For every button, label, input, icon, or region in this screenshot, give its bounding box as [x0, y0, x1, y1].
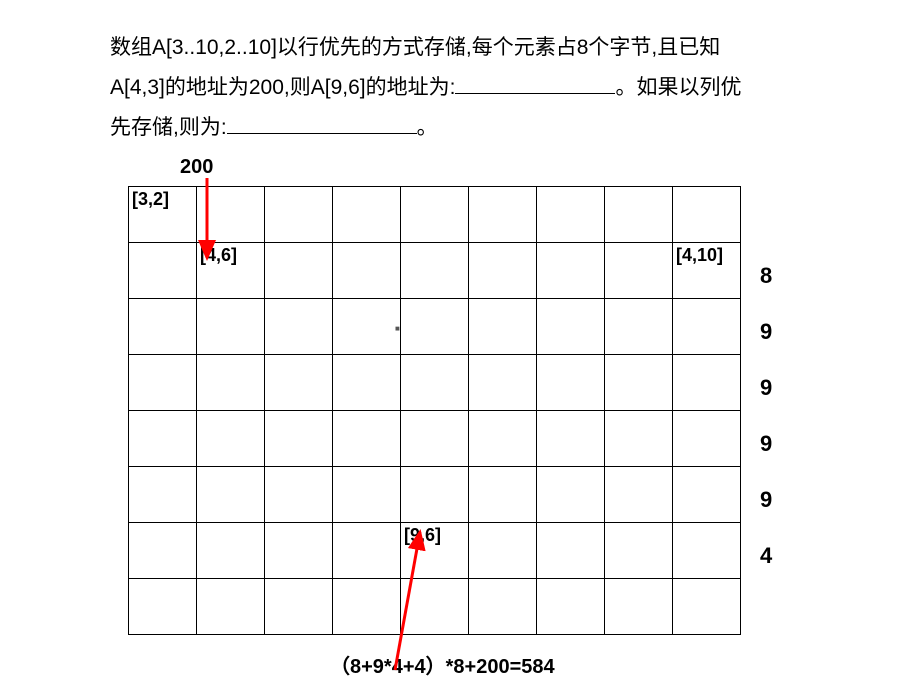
cell-label-3-2: [3,2]: [132, 189, 169, 210]
grid-cell: [537, 467, 605, 523]
grid-cell: [605, 355, 673, 411]
grid-cell: [537, 187, 605, 243]
cell-label-9-6: [9,6]: [404, 525, 441, 546]
grid-cell: [129, 355, 197, 411]
cell-label-4-6: [4,6]: [200, 245, 237, 266]
grid-cell: [333, 355, 401, 411]
row-count-value: 9: [760, 304, 772, 360]
grid-cell: [673, 467, 741, 523]
grid-cell: [265, 299, 333, 355]
label-address-200: 200: [180, 156, 213, 179]
grid-cell: [401, 243, 469, 299]
grid-cell: [265, 523, 333, 579]
grid-cell: [605, 523, 673, 579]
grid-cell: [401, 187, 469, 243]
grid-cell: [605, 243, 673, 299]
grid-cell: [129, 243, 197, 299]
grid-cell: [333, 187, 401, 243]
grid-cell: [469, 523, 537, 579]
grid-cell: [197, 467, 265, 523]
grid-cell: [333, 411, 401, 467]
grid-cell: [401, 467, 469, 523]
grid-cell: [129, 299, 197, 355]
grid-cell: [197, 187, 265, 243]
grid-cell: [673, 579, 741, 635]
grid-cell: [129, 523, 197, 579]
grid-cell: [197, 523, 265, 579]
grid-cell: [265, 579, 333, 635]
grid-cell: [129, 579, 197, 635]
center-dot: ■: [395, 324, 400, 333]
problem-statement: 数组A[3..10,2..10]以行优先的方式存储,每个元素占8个字节,且已知 …: [110, 28, 870, 148]
grid-cell: [197, 411, 265, 467]
grid-container: [3,2] [4,6] [4,10] [9,6]: [128, 186, 741, 635]
grid-cell: [333, 467, 401, 523]
row-count-value: 9: [760, 416, 772, 472]
cell-label-4-10: [4,10]: [676, 245, 723, 266]
grid-cell: [537, 579, 605, 635]
grid-cell: [197, 579, 265, 635]
grid-cell: [3,2]: [129, 187, 197, 243]
grid-cell: [197, 299, 265, 355]
grid-cell: [537, 523, 605, 579]
grid-cell: [537, 411, 605, 467]
grid-cell: [469, 243, 537, 299]
grid-cell: [401, 579, 469, 635]
grid-cell: [401, 355, 469, 411]
grid-cell: [673, 523, 741, 579]
grid-cell: [537, 299, 605, 355]
row-count-value: 9: [760, 472, 772, 528]
grid-cell: [469, 187, 537, 243]
grid-cell: [469, 411, 537, 467]
grid-cell: [469, 467, 537, 523]
row-element-counts: 899994: [760, 248, 772, 584]
grid-cell: [673, 299, 741, 355]
grid-cell: [673, 411, 741, 467]
blank-1: [455, 73, 615, 94]
grid-cell: [605, 467, 673, 523]
grid-cell: [605, 299, 673, 355]
row-count-value: 4: [760, 528, 772, 584]
grid-cell: [401, 299, 469, 355]
grid-cell: [4,6]: [197, 243, 265, 299]
grid-cell: [9,6]: [401, 523, 469, 579]
grid-cell: [605, 411, 673, 467]
grid-cell: [265, 355, 333, 411]
grid-cell: [333, 243, 401, 299]
problem-line3-prefix: 先存储,则为:: [110, 116, 227, 139]
array-grid: [3,2] [4,6] [4,10] [9,6]: [128, 186, 741, 635]
grid-cell: [265, 411, 333, 467]
grid-cell: [333, 299, 401, 355]
grid-cell: [469, 579, 537, 635]
grid-cell: [673, 355, 741, 411]
grid-cell: [265, 243, 333, 299]
grid-cell: [605, 579, 673, 635]
grid-cell: [469, 299, 537, 355]
grid-cell: [673, 187, 741, 243]
grid-cell: [4,10]: [673, 243, 741, 299]
row-count-value: 8: [760, 248, 772, 304]
grid-cell: [605, 187, 673, 243]
problem-line2-prefix: A[4,3]的地址为200,则A[9,6]的地址为:: [110, 76, 455, 99]
grid-cell: [197, 355, 265, 411]
grid-cell: [265, 187, 333, 243]
calculation-formula: （8+9*4+4）*8+200=584: [330, 650, 555, 679]
grid-cell: [333, 579, 401, 635]
row-count-value: 9: [760, 360, 772, 416]
grid-cell: [265, 467, 333, 523]
grid-cell: [469, 355, 537, 411]
grid-cell: [537, 355, 605, 411]
problem-line1: 数组A[3..10,2..10]以行优先的方式存储,每个元素占8个字节,且已知: [110, 36, 720, 59]
grid-cell: [537, 243, 605, 299]
grid-cell: [333, 523, 401, 579]
grid-cell: [401, 411, 469, 467]
problem-line3-suffix: 。: [417, 116, 438, 139]
problem-line2-suffix: 。如果以列优: [615, 76, 741, 99]
grid-cell: [129, 467, 197, 523]
blank-2: [227, 113, 417, 134]
grid-cell: [129, 411, 197, 467]
